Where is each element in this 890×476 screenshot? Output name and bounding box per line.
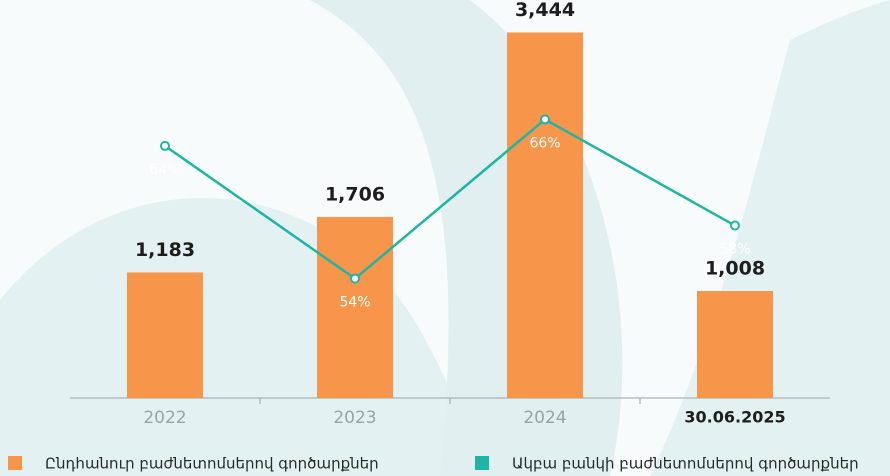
line-value-label: 54% [339,295,370,311]
legend-swatch [8,456,22,470]
line-point [730,220,740,231]
x-tick-label: 2022 [143,408,186,428]
bar [317,216,393,398]
x-tick-label: 2024 [523,408,566,428]
bar-value-label: 1,008 [705,258,765,280]
line-series [164,117,736,281]
bar-value-label: 1,183 [135,239,195,261]
line-point [160,140,170,151]
bar-value-label: 3,444 [515,0,575,21]
legend-swatch [475,456,489,470]
line-point [540,114,550,125]
x-tick-label: 2023 [333,408,376,428]
line-value-label: 64% [149,162,180,178]
x-tick-label: 30.06.2025 [684,408,785,427]
line-value-label: 58% [719,242,750,258]
bar [697,291,773,398]
bar-value-label: 1,706 [325,183,385,205]
bar [127,272,203,398]
bar [507,32,583,398]
legend-label: Ընդհանուր բաժնետոմսերով գործարքներ [45,455,379,473]
line-point [350,273,360,284]
legend-label: Ակբա բանկի բաժնետոմսերով գործարքներ [512,455,859,473]
line-value-label: 66% [529,135,560,151]
